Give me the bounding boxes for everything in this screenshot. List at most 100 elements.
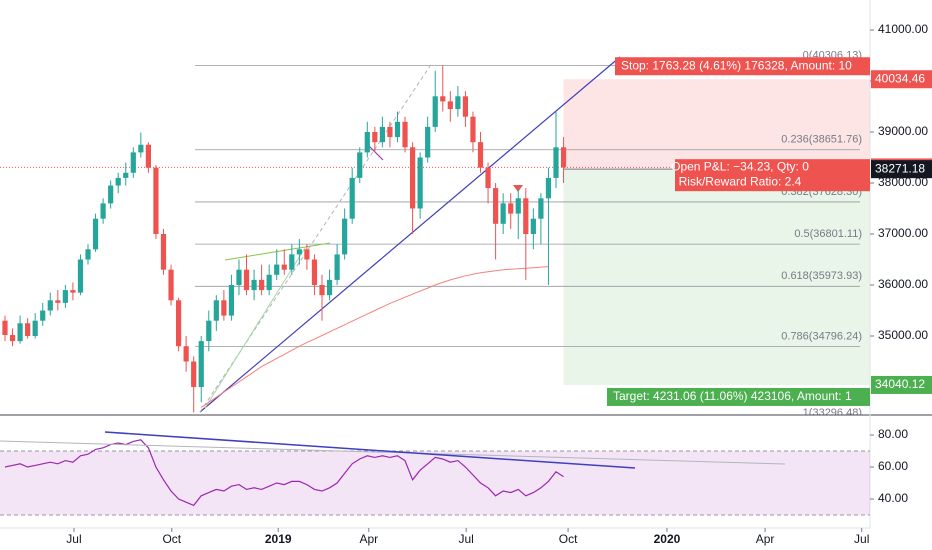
candle-body	[432, 96, 438, 127]
candle-body	[538, 198, 544, 219]
candle-body	[357, 152, 363, 178]
candle-body	[2, 320, 8, 335]
candle-body	[206, 320, 212, 342]
candle-body	[243, 269, 250, 291]
price-tag-label: 34040.12	[875, 377, 925, 391]
candle-body	[515, 198, 521, 214]
candle-body	[508, 203, 514, 214]
candle-body	[221, 300, 227, 316]
candle-body	[168, 269, 174, 301]
candle-body	[500, 203, 506, 224]
price-tag-label: 38271.18	[875, 161, 925, 175]
pnl-box	[675, 159, 870, 192]
candle-body	[477, 142, 484, 168]
candle-body	[138, 144, 144, 153]
rsi-tick-label: 40.00	[878, 491, 908, 505]
fib-label: 0.5(36801.11)	[794, 228, 862, 240]
candle-body	[266, 274, 272, 291]
fib-label: 0.618(35973.93)	[781, 270, 862, 282]
y-tick-label: 37000.00	[878, 226, 928, 240]
y-tick-label: 35000.00	[878, 328, 928, 342]
candle-body	[183, 346, 189, 362]
candle-body	[130, 152, 136, 173]
candle-body	[289, 254, 295, 270]
candle-body	[145, 144, 151, 168]
channel-line	[224, 242, 331, 261]
candle-body	[319, 284, 325, 296]
candle-body	[455, 96, 461, 110]
candle-body	[198, 341, 204, 388]
candle-body	[364, 131, 370, 153]
candle-body	[379, 126, 385, 143]
candle-body	[77, 259, 84, 293]
candle-body	[70, 290, 76, 293]
price-tag	[871, 375, 932, 394]
candle-body	[523, 198, 529, 234]
pnl-label: Open P&L: −34.23, Qty: 0	[671, 159, 809, 173]
x-tick-label: 2019	[265, 532, 292, 546]
rsi-tick-label: 80.00	[878, 427, 908, 441]
rsi-trend-line	[0, 440, 786, 465]
stop-box	[615, 57, 870, 76]
candle-body	[160, 233, 167, 270]
price-tag	[871, 160, 932, 179]
candle-body	[462, 96, 469, 117]
rsi-tick-label: 60.00	[878, 459, 908, 473]
candle-body	[349, 177, 355, 219]
rsi-line	[4, 439, 564, 507]
candle-body	[530, 218, 536, 234]
candle-body	[17, 323, 23, 342]
candle-body	[281, 264, 287, 270]
candle-body	[153, 167, 159, 234]
candle-body	[387, 126, 393, 138]
candle-body	[372, 131, 378, 143]
rsi-trend-line	[104, 431, 636, 469]
price-tag	[871, 70, 932, 89]
candle-body	[191, 361, 197, 388]
candle-body	[32, 320, 38, 336]
target-label: Target: 4231.06 (11.06%) 423106, Amount:…	[613, 389, 852, 403]
candle-body	[228, 284, 235, 316]
candle-body	[62, 290, 68, 303]
candle-body	[425, 126, 431, 158]
candle-body	[326, 279, 333, 296]
candle-body	[485, 167, 491, 189]
target-box	[607, 387, 870, 406]
candle-body	[342, 218, 348, 255]
candle-body	[470, 116, 476, 143]
fib-label: 0.786(34796.24)	[781, 330, 862, 342]
y-tick-label: 38000.00	[878, 175, 928, 189]
price-tag-label: 40034.46	[875, 71, 925, 85]
x-tick-label: Oct	[559, 532, 578, 546]
candle-body	[417, 157, 423, 209]
candle-body	[560, 147, 567, 168]
moving-average	[200, 266, 549, 408]
trend-line	[199, 56, 621, 413]
candle-body	[440, 96, 446, 102]
candle-body	[311, 259, 318, 285]
candle-body	[296, 249, 302, 255]
x-tick-label: Jul	[459, 532, 474, 546]
x-tick-label: Apr	[359, 532, 378, 546]
rr-label: Risk/Reward Ratio: 2.4	[679, 174, 802, 188]
x-tick-label: Jul	[66, 532, 81, 546]
candle-body	[545, 177, 552, 199]
candle-body	[123, 172, 129, 178]
candle-body	[92, 218, 99, 250]
candle-body	[108, 185, 114, 204]
candle-body	[334, 254, 340, 280]
candle-body	[115, 177, 121, 186]
rsi-band	[0, 451, 870, 516]
y-tick-label: 36000.00	[878, 277, 928, 291]
x-tick-label: Jul	[854, 532, 869, 546]
stop-label: Stop: 1763.28 (4.61%) 176328, Amount: 10	[621, 58, 852, 72]
stop-zone	[563, 79, 870, 170]
candle-body	[409, 147, 416, 209]
candle-body	[55, 300, 61, 303]
candle-body	[236, 269, 242, 285]
candle-body	[259, 279, 265, 291]
candle-body	[213, 300, 219, 321]
